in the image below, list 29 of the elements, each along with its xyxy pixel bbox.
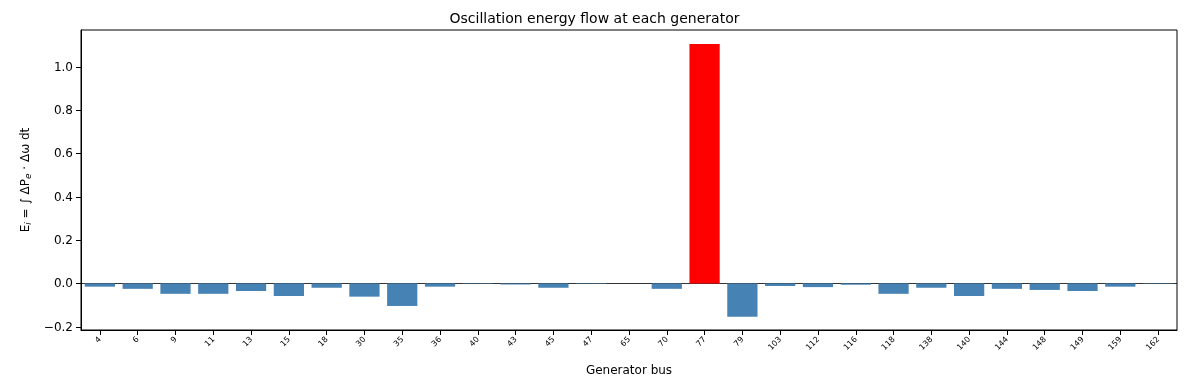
x-tick-label: 11 (202, 334, 217, 349)
x-tick-label: 70 (656, 334, 670, 349)
x-tick-label: 18 (316, 334, 330, 349)
x-tick-label: 30 (354, 334, 368, 349)
x-axis-title: Generator bus (585, 363, 673, 377)
y-tick-label: −0.2 (43, 319, 73, 334)
x-tick-label: 13 (240, 334, 255, 349)
x-tick-label: 77 (694, 334, 708, 349)
x-tick-label: 15 (278, 334, 293, 349)
x-tick-label: 40 (467, 334, 482, 349)
x-tick-label: 6 (130, 334, 141, 345)
y-tick-label: 0.0 (53, 276, 73, 291)
y-tick-label: 0.6 (53, 146, 73, 161)
x-tick-label: 9 (168, 334, 179, 345)
y-tick-label: 0.2 (53, 233, 73, 248)
x-tick-label: 162 (1144, 334, 1162, 352)
x-tick-label: 4 (93, 334, 104, 345)
x-tick-label: 47 (580, 334, 595, 349)
y-tick-label: 1.0 (53, 59, 73, 74)
x-tick-label: 43 (505, 334, 519, 349)
x-tick-label: 79 (732, 334, 746, 349)
y-tick-label: 0.8 (53, 103, 73, 118)
y-tick-label: 0.4 (53, 189, 73, 204)
x-tick-label: 35 (391, 334, 406, 349)
x-tick-label: 65 (618, 334, 633, 349)
chart-title: Oscillation energy flow at each generator (449, 10, 740, 26)
x-tick-label: 112 (804, 334, 822, 352)
x-tick-label: 36 (429, 334, 444, 349)
x-tick-label: 45 (543, 334, 557, 349)
